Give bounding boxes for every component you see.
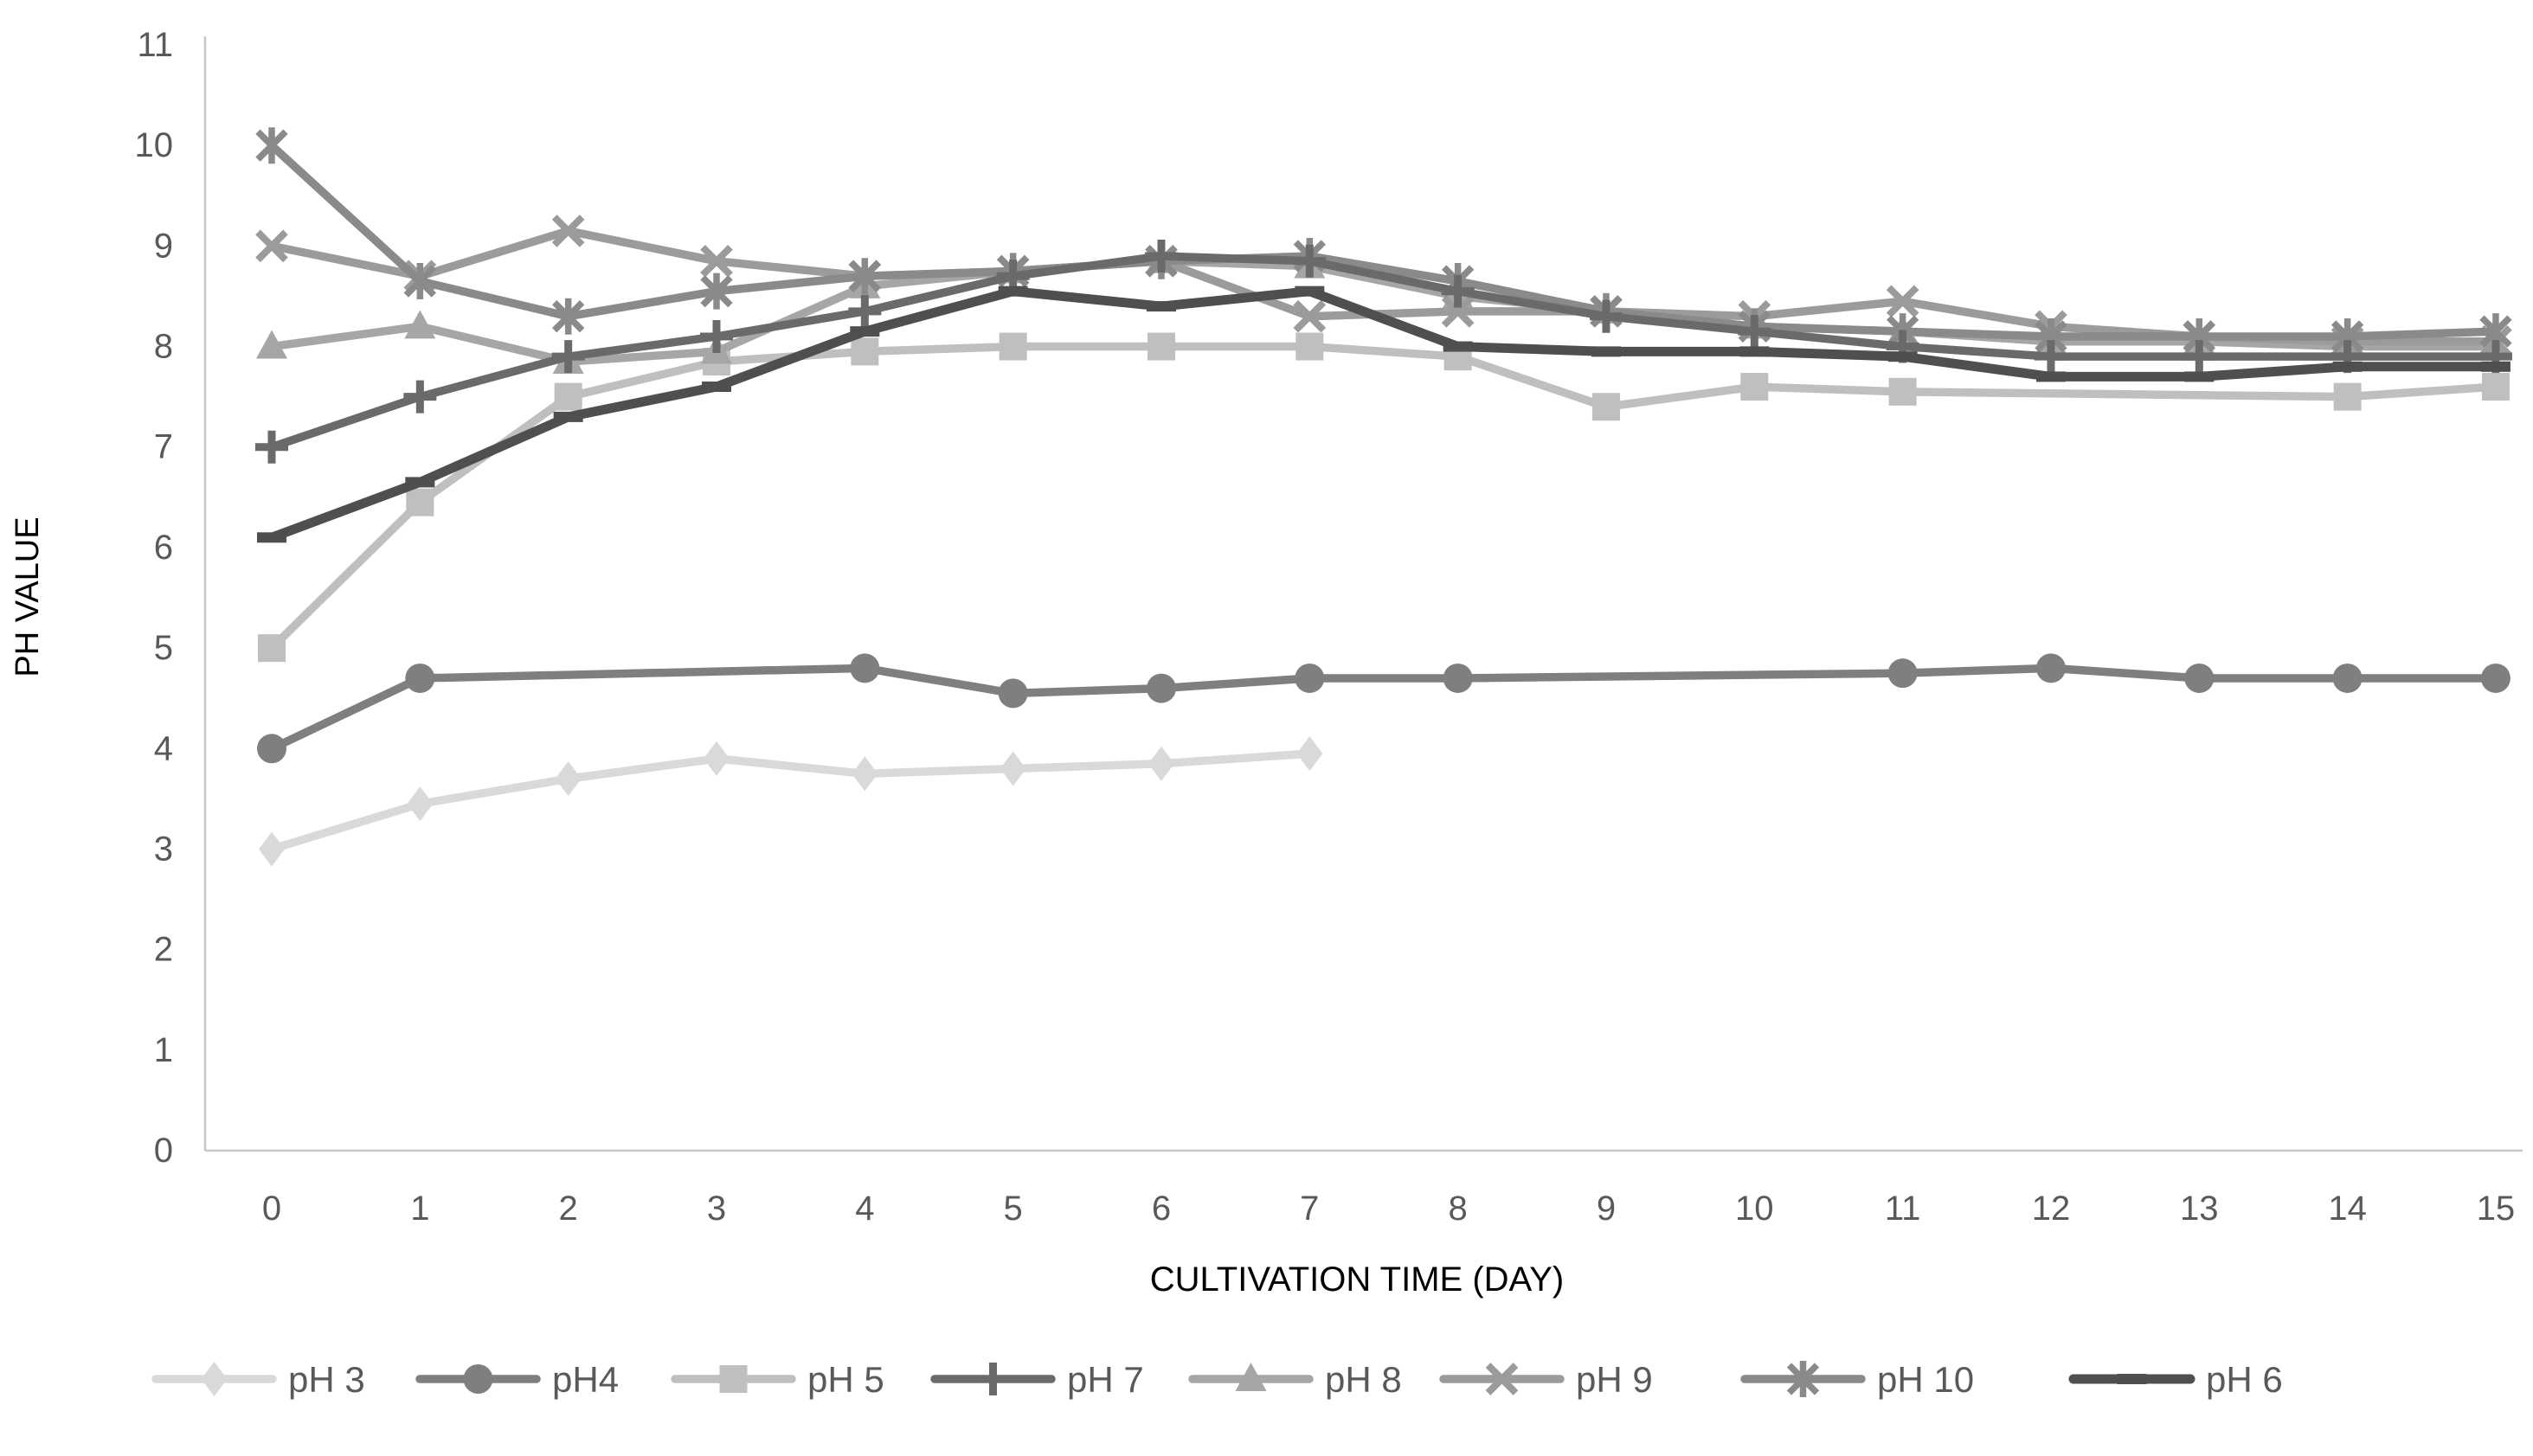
legend-label: pH4 bbox=[552, 1359, 619, 1400]
series-ph-3 bbox=[259, 736, 1323, 867]
x-tick-label: 6 bbox=[1152, 1190, 1171, 1228]
x-tick-label: 15 bbox=[2477, 1190, 2516, 1228]
x-tick-label: 11 bbox=[1885, 1190, 1921, 1228]
x-tick-label: 12 bbox=[2032, 1190, 2071, 1228]
y-tick-label: 11 bbox=[137, 26, 173, 64]
y-tick-label: 5 bbox=[154, 629, 173, 667]
series-ph-5 bbox=[258, 332, 2510, 663]
legend-label: pH 6 bbox=[2206, 1359, 2283, 1400]
y-tick-label: 6 bbox=[154, 529, 173, 567]
legend-item-ph-9: pH 9 bbox=[1439, 1359, 1653, 1400]
series-ph4 bbox=[257, 653, 2510, 764]
x-axis-title: CULTIVATION TIME (DAY) bbox=[1150, 1260, 1565, 1299]
legend-label: pH 8 bbox=[1325, 1359, 1402, 1400]
y-tick-label: 1 bbox=[154, 1031, 173, 1069]
legend-item-ph-8: pH 8 bbox=[1188, 1359, 1402, 1400]
x-tick-label: 0 bbox=[262, 1190, 281, 1228]
series-ph-6 bbox=[257, 285, 2510, 543]
series-lines bbox=[255, 127, 2512, 867]
x-tick-label: 10 bbox=[1735, 1190, 1774, 1228]
x-tick-label: 3 bbox=[707, 1190, 726, 1228]
y-tick-label: 10 bbox=[135, 126, 174, 164]
x-tick-label: 5 bbox=[1004, 1190, 1023, 1228]
legend-item-ph-6: pH 6 bbox=[2068, 1359, 2283, 1400]
legend-label: pH 9 bbox=[1576, 1359, 1653, 1400]
y-axis-title: PH VALUE bbox=[10, 516, 46, 677]
y-tick-label: 3 bbox=[154, 830, 173, 868]
legend-label: pH 3 bbox=[288, 1359, 365, 1400]
y-tick-label: 8 bbox=[154, 328, 173, 366]
axes bbox=[203, 36, 2523, 1152]
x-tick-label: 9 bbox=[1597, 1190, 1616, 1228]
x-tick-label: 14 bbox=[2328, 1190, 2367, 1228]
x-tick-label: 2 bbox=[559, 1190, 578, 1228]
legend-item-ph4: pH4 bbox=[415, 1359, 619, 1400]
y-axis-ticks: 0 1 2 3 4 5 6 7 8 9 10 11 bbox=[135, 26, 174, 1170]
legend-item-ph-10: pH 10 bbox=[1740, 1359, 1974, 1400]
legend: pH 3 pH4 pH 5 pH 7 pH 8 pH 9 pH 10 pH 6 bbox=[151, 1359, 2283, 1400]
x-tick-label: 4 bbox=[855, 1190, 874, 1228]
legend-item-ph-7: pH 7 bbox=[930, 1359, 1144, 1400]
legend-label: pH 7 bbox=[1067, 1359, 1144, 1400]
x-tick-label: 8 bbox=[1449, 1190, 1468, 1228]
y-tick-label: 0 bbox=[154, 1132, 173, 1170]
y-tick-label: 4 bbox=[154, 729, 173, 767]
x-tick-label: 1 bbox=[410, 1190, 429, 1228]
x-tick-label: 13 bbox=[2180, 1190, 2219, 1228]
x-tick-label: 7 bbox=[1300, 1190, 1319, 1228]
legend-item-ph-5: pH 5 bbox=[671, 1359, 884, 1400]
legend-label: pH 5 bbox=[807, 1359, 884, 1400]
legend-item-ph-3: pH 3 bbox=[151, 1359, 365, 1400]
y-tick-label: 9 bbox=[154, 227, 173, 265]
y-tick-label: 2 bbox=[154, 931, 173, 969]
y-tick-label: 7 bbox=[154, 428, 173, 466]
legend-label: pH 10 bbox=[1877, 1359, 1974, 1400]
x-axis-ticks: 0 1 2 3 4 5 6 7 8 9 10 11 12 13 14 15 bbox=[262, 1190, 2515, 1228]
